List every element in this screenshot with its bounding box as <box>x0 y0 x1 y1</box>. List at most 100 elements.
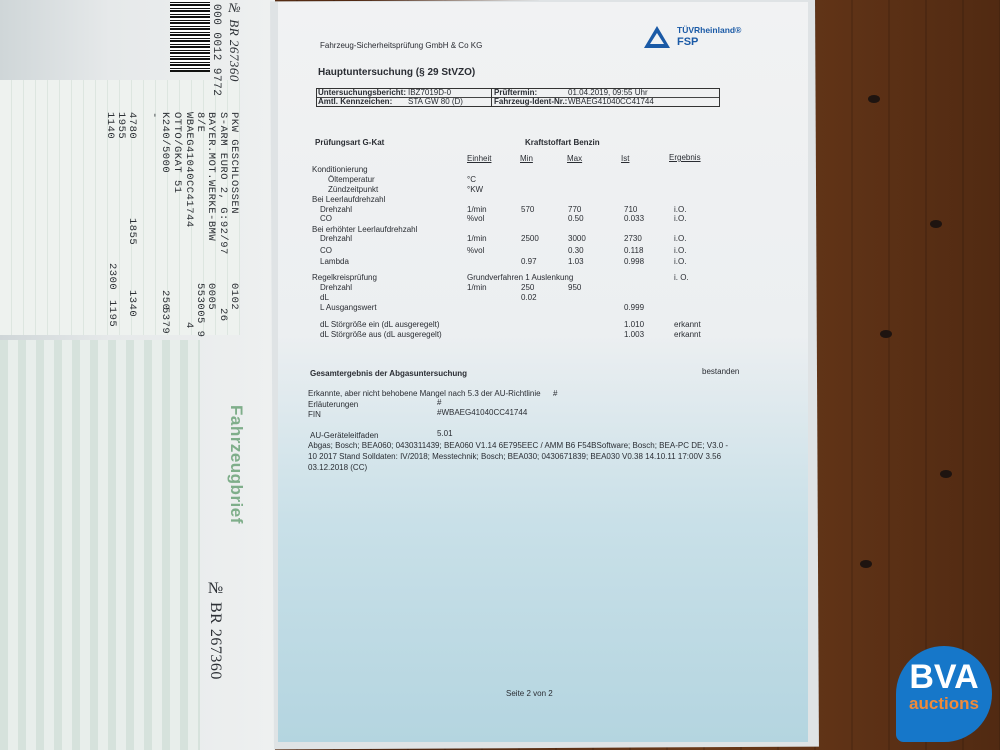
vehicle-data-line: 1140 <box>104 112 116 140</box>
fuel-type: Kraftstoffart Benzin <box>525 138 600 147</box>
row-label: L Ausgangswert <box>320 303 377 312</box>
vehicle-side-value: 1340 <box>126 290 138 318</box>
row-unit: 1/min <box>467 234 487 243</box>
row-min: 2500 <box>521 234 539 243</box>
page-number: Seite 2 von 2 <box>506 689 553 698</box>
row-max: 0.50 <box>568 214 584 223</box>
watermark-line1: BVA <box>909 658 979 696</box>
barcode-number: 000 0012 9772 <box>210 4 222 97</box>
wood-knot <box>880 330 892 338</box>
plate-label: Amtl. Kennzeichen: <box>318 97 393 106</box>
row-min: 570 <box>521 205 535 214</box>
barcode <box>170 0 210 72</box>
form-grid <box>0 340 200 750</box>
vehicle-side-value: 4 <box>183 322 195 329</box>
row-ist: 1.003 <box>624 330 645 339</box>
watermark-line2: auctions <box>909 694 979 713</box>
vehicle-data-line: 8/E <box>194 112 206 133</box>
form-fields <box>0 80 240 335</box>
vehicle-side-value: 1855 <box>126 218 138 246</box>
wood-knot <box>868 95 880 103</box>
row-label: Bei erhöhter Leerlaufdrehzahl <box>312 225 418 234</box>
vehicle-data-line: WBAEG41040CC41744 <box>183 112 195 228</box>
company-name: Fahrzeug-Sicherheitsprüfung GmbH & Co KG <box>320 41 483 50</box>
overall-label: Gesamtergebnis der Abgasuntersuchung <box>310 369 468 378</box>
defects-value: # <box>553 389 558 398</box>
row-max: 950 <box>568 283 582 292</box>
row-label: Drehzahl <box>320 283 353 292</box>
vehicle-side-value: 0005 <box>205 283 217 311</box>
row-unit: %vol <box>467 246 485 255</box>
equipment-line: 03.12.2018 (CC) <box>308 463 368 472</box>
row-ist: 0.999 <box>624 303 645 312</box>
vehicle-data-line: - <box>148 112 160 119</box>
vehicle-side-value: 1195 <box>106 300 118 328</box>
row-unit: °C <box>467 175 476 184</box>
report-value: IBZ7019D-0 <box>408 88 452 97</box>
row-ist: 710 <box>624 205 638 214</box>
vehicle-data-line: OTTO/GKAT 51 <box>171 112 183 194</box>
column-header: Max <box>567 154 583 163</box>
guide-value: 5.01 <box>437 429 453 438</box>
guide-label: AU-Geräteleitfaden <box>310 431 379 440</box>
row-ist: 0.118 <box>624 246 644 255</box>
tuv-triangle-icon <box>644 26 670 48</box>
column-header: Einheit <box>467 154 492 163</box>
fin-label: FIN <box>308 410 321 419</box>
vehicle-side-value: 0102 <box>228 283 240 311</box>
row-label: Lambda <box>320 257 349 266</box>
wood-knot <box>940 470 952 478</box>
vehicle-side-value: 5379 <box>159 307 171 335</box>
vehicle-data-line: S-ARM EURO 2, G:92/97 <box>217 112 229 255</box>
date-value: 01.04.2019, 09:55 Uhr <box>568 88 648 97</box>
vehicle-data-line: PKW GESCHLOSSEN <box>228 112 240 215</box>
row-max: 3000 <box>568 234 586 243</box>
document-number: № BR 267360 <box>207 580 224 680</box>
row-label: Drehzahl <box>320 234 353 243</box>
row-label: Konditionierung <box>312 165 368 174</box>
vin-value: WBAEG41040CC41744 <box>568 97 654 106</box>
vehicle-data-line: BAYER.MOT.WERKE-BMW <box>205 112 217 242</box>
row-result: i.O. <box>674 205 687 214</box>
row-ist: 0.033 <box>624 214 645 223</box>
row-result: i.O. <box>674 257 687 266</box>
logo-brand: TÜVRheinland® <box>677 25 742 35</box>
row-max: 0.30 <box>568 246 584 255</box>
row-result: erkannt <box>674 320 701 329</box>
logo-sub: FSP <box>677 36 699 48</box>
row-label: Drehzahl <box>320 205 353 214</box>
row-result: i.O. <box>674 234 687 243</box>
column-header: Ist <box>621 154 630 163</box>
equipment-line: Abgas; Bosch; BEA060; 0430311439; BEA060… <box>308 441 729 450</box>
row-label: dL Störgröße ein (dL ausgeregelt) <box>320 320 440 329</box>
vehicle-data-line: 4780 <box>126 112 138 140</box>
column-header: Ergebnis <box>669 153 701 162</box>
vehicle-data-line: 1955 <box>115 112 127 140</box>
report-title: Hauptuntersuchung (§ 29 StVZO) <box>318 67 476 78</box>
plate-value: STA GW 80 (D) <box>408 97 463 106</box>
document-number: № BR 267360 <box>227 0 242 82</box>
inspection-report-sheet <box>278 2 808 742</box>
date-label: Prüftermin: <box>494 88 538 97</box>
row-label: dL <box>320 293 329 302</box>
row-label: CO <box>320 214 332 223</box>
row-result: i. O. <box>674 273 689 282</box>
row-max: 1.03 <box>568 257 584 266</box>
row-label: dL Störgröße aus (dL ausgeregelt) <box>320 330 442 339</box>
vehicle-registration-document: 000 0012 9772 № BR 267360 Fahrzeugbrief … <box>0 0 275 750</box>
row-unit: 1/min <box>467 283 487 292</box>
fin-value: #WBAEG41040CC41744 <box>437 408 528 417</box>
overall-value: bestanden <box>702 367 740 376</box>
row-unit: %vol <box>467 214 485 223</box>
vehicle-side-value: 26 <box>217 308 229 322</box>
defects-label: Erkannte, aber nicht behobene Mangel nac… <box>308 389 541 398</box>
tuv-logo <box>642 24 672 55</box>
vehicle-side-value: 2300 <box>106 263 118 291</box>
row-label: Bei Leerlaufdrehzahl <box>312 195 386 204</box>
row-label: Regelkreisprüfung <box>312 273 377 282</box>
row-ist: 1.010 <box>624 320 645 329</box>
row-min: 0.97 <box>521 257 537 266</box>
document-title: Fahrzeugbrief <box>227 405 246 524</box>
row-result: i.O. <box>674 214 687 223</box>
row-min: 0.02 <box>521 293 537 302</box>
